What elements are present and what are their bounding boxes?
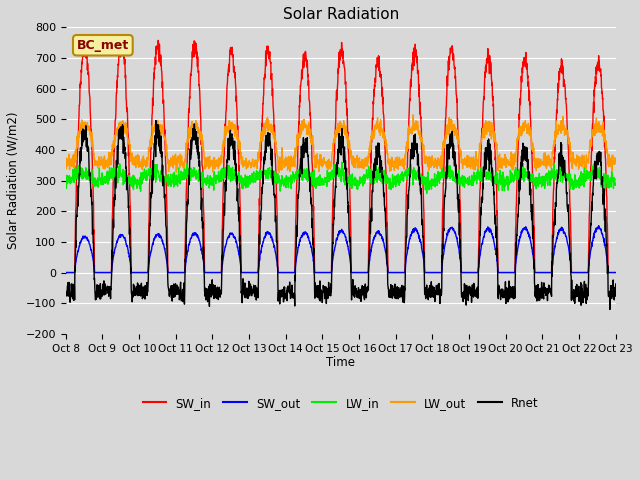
SW_out — [612, 270, 620, 276]
LW_out — [62, 166, 70, 172]
SW_in — [579, 270, 586, 276]
Rnet — [612, 281, 620, 287]
Rnet — [216, 285, 223, 290]
Rnet — [357, 287, 365, 292]
LW_in — [423, 191, 431, 196]
SW_out — [62, 270, 70, 276]
Rnet — [369, 189, 376, 194]
LW_in — [612, 181, 620, 187]
Title: Solar Radiation: Solar Radiation — [283, 7, 399, 22]
Rnet — [606, 307, 614, 312]
SW_out — [563, 239, 571, 244]
LW_out — [369, 131, 376, 137]
SW_out — [500, 270, 508, 276]
Line: LW_in: LW_in — [66, 162, 616, 193]
Line: LW_out: LW_out — [66, 115, 616, 172]
Text: BC_met: BC_met — [77, 39, 129, 52]
Line: Rnet: Rnet — [66, 120, 616, 310]
Line: SW_out: SW_out — [66, 226, 616, 273]
SW_in — [501, 270, 509, 276]
LW_out — [564, 128, 572, 133]
LW_in — [564, 172, 572, 178]
LW_in — [369, 174, 376, 180]
Legend: SW_in, SW_out, LW_in, LW_out, Rnet: SW_in, SW_out, LW_in, LW_out, Rnet — [138, 392, 543, 414]
LW_in — [501, 182, 509, 188]
Rnet — [152, 118, 160, 123]
LW_in — [215, 180, 223, 185]
LW_in — [356, 174, 364, 180]
LW_out — [501, 162, 509, 168]
SW_in — [62, 270, 70, 276]
SW_in — [116, 37, 124, 43]
SW_in — [369, 117, 376, 122]
LW_out — [410, 112, 417, 118]
Rnet — [563, 204, 571, 210]
SW_out — [356, 270, 364, 276]
LW_out — [215, 163, 223, 168]
Rnet — [501, 288, 509, 294]
Rnet — [62, 291, 70, 297]
SW_in — [357, 270, 365, 276]
SW_out — [369, 240, 376, 246]
LW_out — [275, 169, 283, 175]
Rnet — [579, 293, 586, 299]
SW_out — [579, 270, 586, 276]
LW_out — [579, 157, 587, 163]
X-axis label: Time: Time — [326, 356, 355, 370]
SW_in — [216, 270, 223, 276]
SW_in — [563, 128, 571, 134]
SW_in — [612, 270, 620, 276]
LW_in — [579, 170, 587, 176]
Line: SW_in: SW_in — [66, 40, 616, 273]
LW_out — [612, 160, 620, 166]
SW_out — [215, 270, 223, 276]
LW_in — [444, 159, 451, 165]
LW_in — [62, 180, 70, 185]
Y-axis label: Solar Radiation (W/m2): Solar Radiation (W/m2) — [7, 112, 20, 249]
LW_out — [357, 162, 365, 168]
SW_out — [595, 223, 602, 228]
